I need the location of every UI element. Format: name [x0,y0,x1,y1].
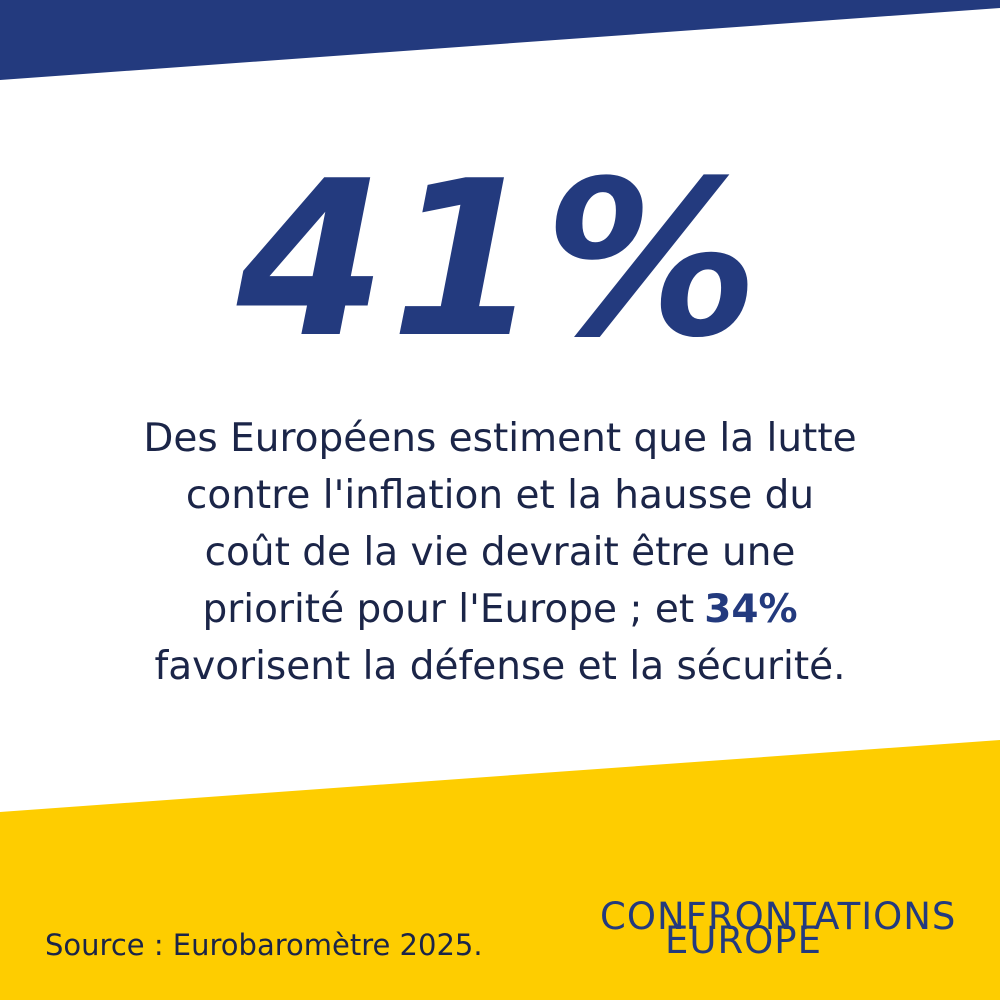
body-line: priorité pour l'Europe ; et [202,587,695,632]
body-text: Des Européens estiment que la lutte cont… [0,410,1000,695]
logo-line: EUROPE [665,919,822,962]
headline: 41% [236,134,764,385]
bottom-band [0,740,1000,1000]
body-line: Des Européens estiment que la lutte [143,416,857,461]
body-line: favorisent la défense et la sécurité. [154,644,846,689]
logo-line: CONFRONTATIONS [600,895,957,938]
body-line-wrap: priorité pour l'Europe ; et 34% [0,581,1000,638]
body-line: contre l'inflation et la hausse du [185,473,815,518]
body-line: coût de la vie devrait être une [204,530,796,575]
source: Source : Eurobaromètre 2025. [45,928,483,962]
top-band [0,0,1000,80]
logo: CONFRONTATIONS EUROPE [600,895,970,959]
highlight: 34% [704,587,798,632]
